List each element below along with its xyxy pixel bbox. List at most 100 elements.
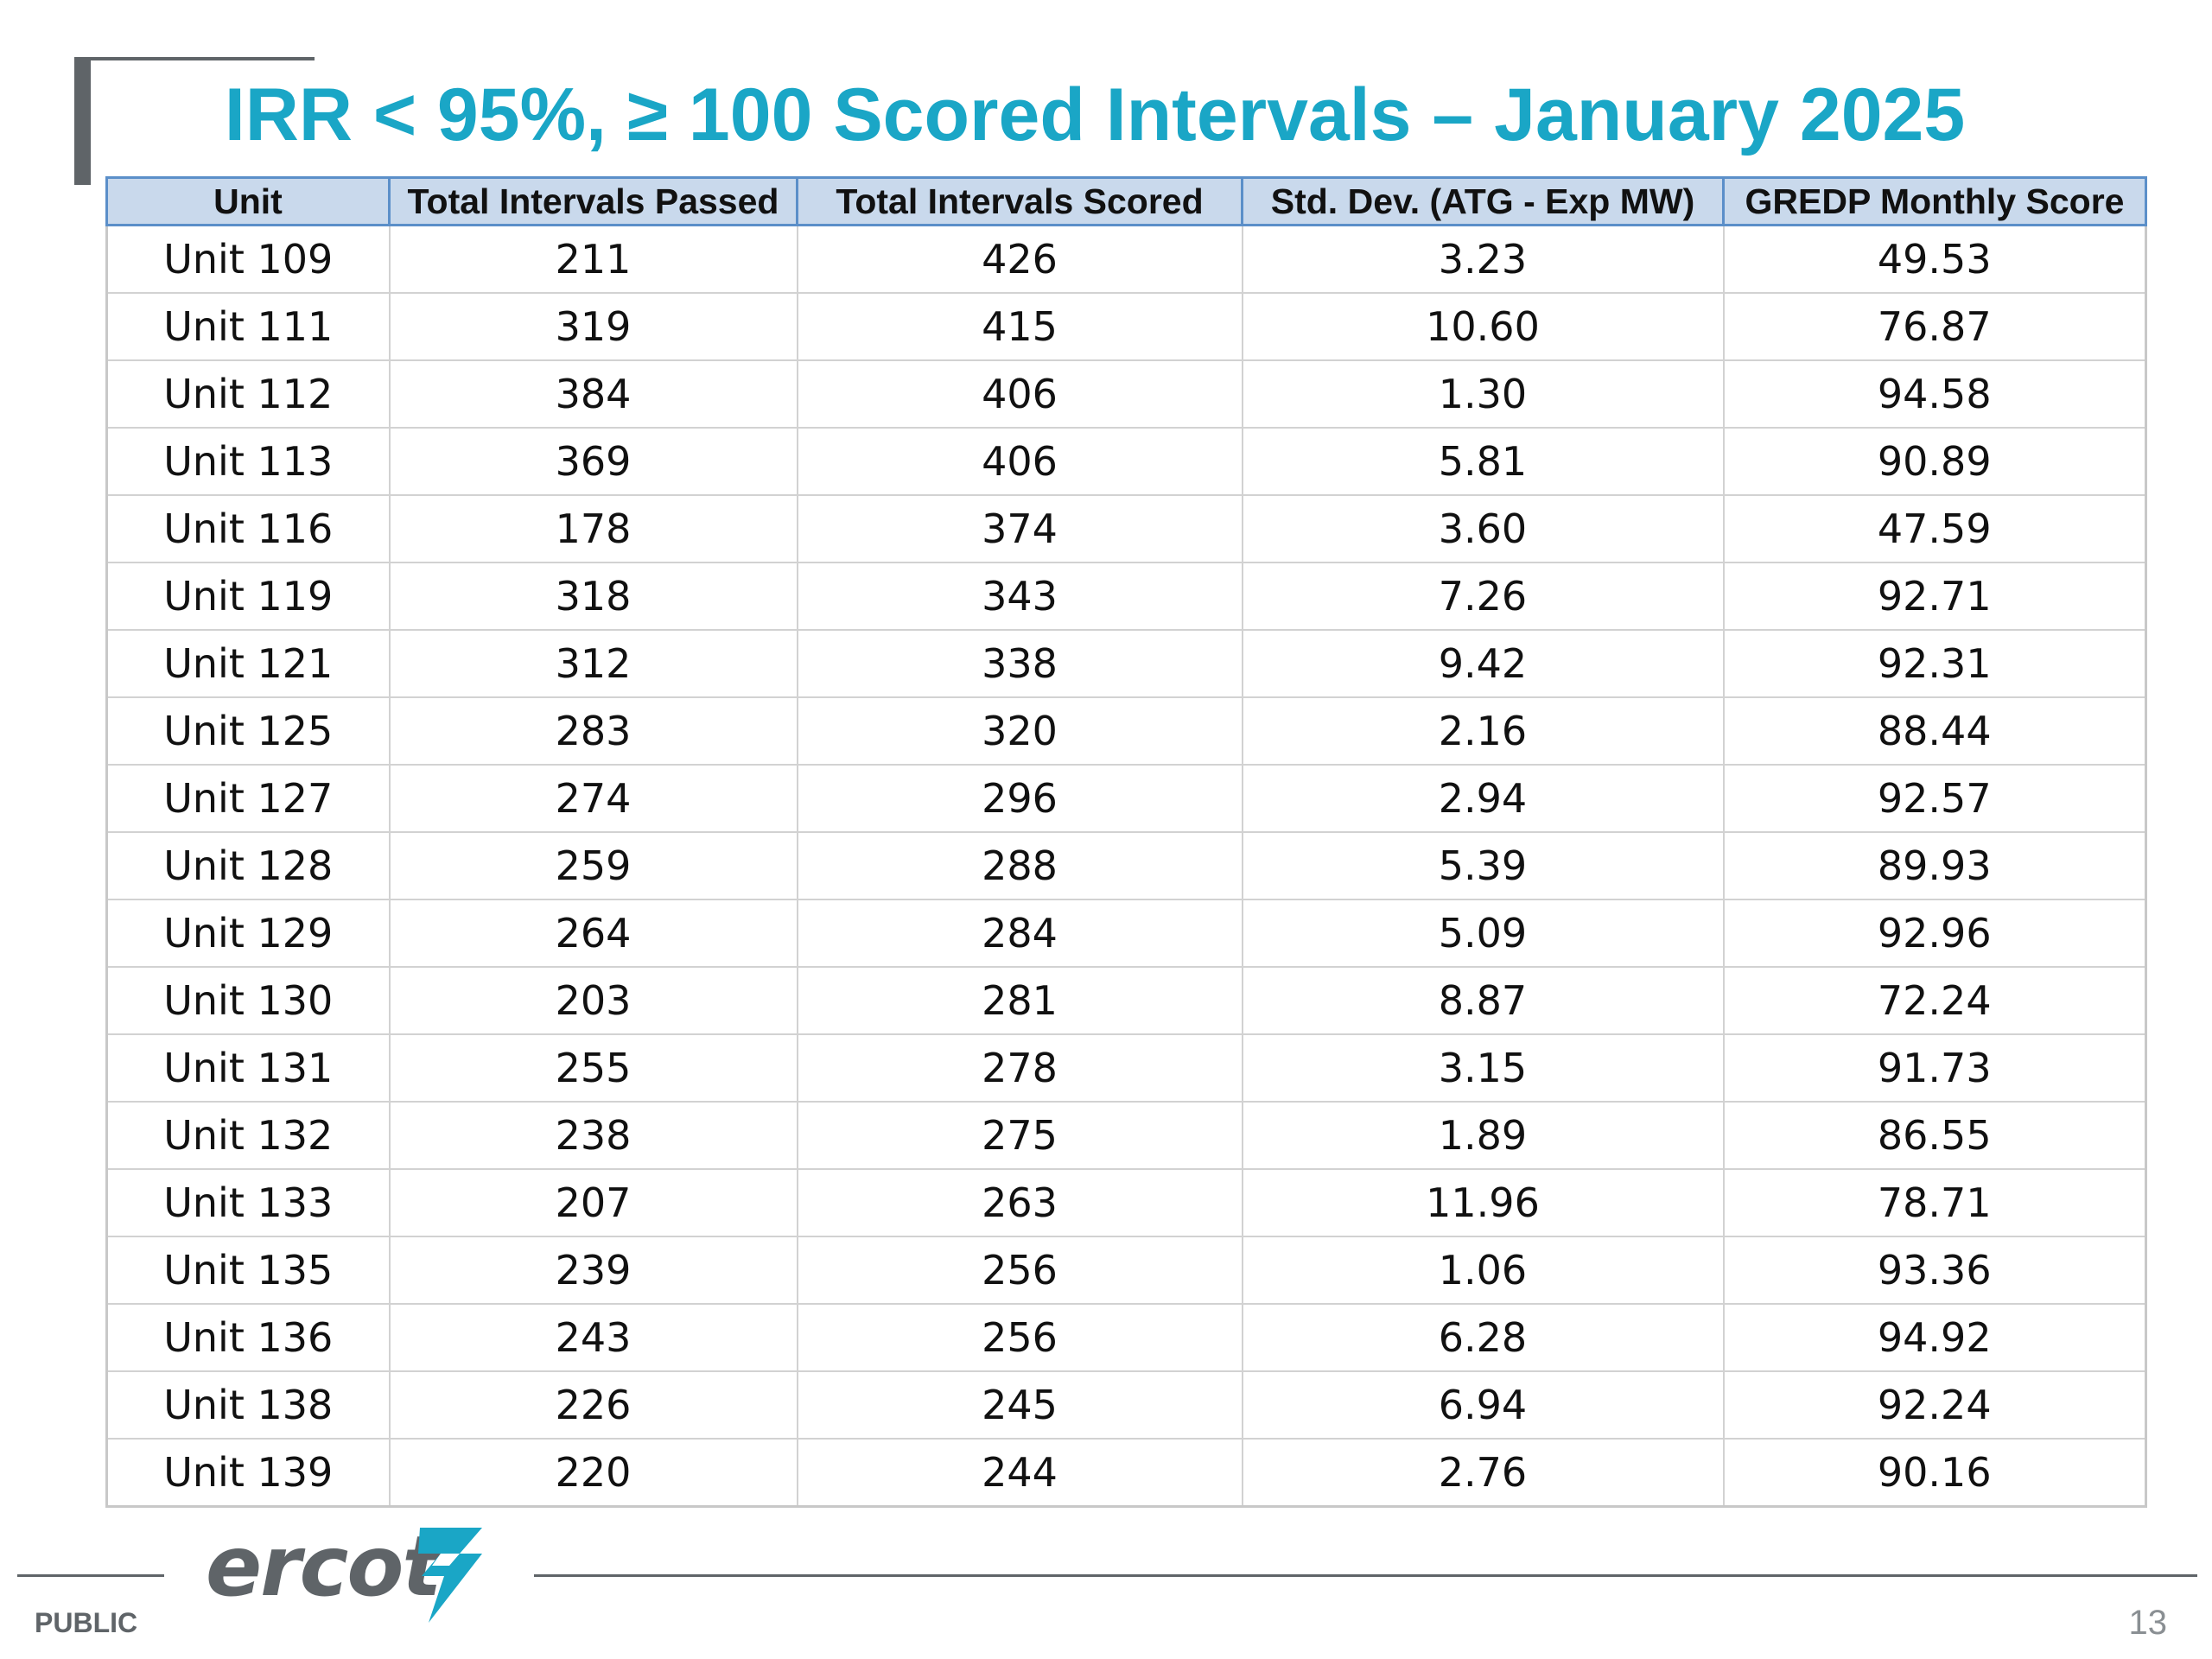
cell-std-dev: 5.39 bbox=[1241, 831, 1725, 900]
cell-total-intervals-scored: 275 bbox=[796, 1101, 1243, 1170]
cell-unit: Unit 131 bbox=[105, 1033, 391, 1103]
cell-std-dev: 5.09 bbox=[1241, 899, 1725, 968]
cell-gredp-monthly-score: 89.93 bbox=[1722, 831, 2147, 900]
cell-total-intervals-scored: 284 bbox=[796, 899, 1243, 968]
table-row: Unit 139 220 244 2.76 90.16 bbox=[105, 1438, 2147, 1508]
cell-unit: Unit 127 bbox=[105, 764, 391, 833]
cell-std-dev: 3.23 bbox=[1241, 224, 1725, 294]
table-row: Unit 112 384 406 1.30 94.58 bbox=[105, 359, 2147, 429]
cell-unit: Unit 109 bbox=[105, 224, 391, 294]
cell-std-dev: 2.76 bbox=[1241, 1438, 1725, 1508]
cell-unit: Unit 121 bbox=[105, 629, 391, 698]
page-number: 13 bbox=[2128, 1604, 2168, 1642]
cell-total-intervals-scored: 278 bbox=[796, 1033, 1243, 1103]
cell-total-intervals-passed: 226 bbox=[388, 1370, 798, 1440]
table-header-row: Unit Total Intervals Passed Total Interv… bbox=[105, 176, 2147, 226]
table-row: Unit 135 239 256 1.06 93.36 bbox=[105, 1236, 2147, 1305]
cell-unit: Unit 132 bbox=[105, 1101, 391, 1170]
cell-total-intervals-scored: 288 bbox=[796, 831, 1243, 900]
cell-unit: Unit 119 bbox=[105, 562, 391, 631]
ercot-logo: ercot bbox=[206, 1519, 491, 1631]
table-row: Unit 130 203 281 8.87 72.24 bbox=[105, 966, 2147, 1035]
footer-divider-left bbox=[17, 1574, 164, 1577]
cell-std-dev: 8.87 bbox=[1241, 966, 1725, 1035]
cell-std-dev: 6.28 bbox=[1241, 1303, 1725, 1372]
title-accent-bar-left bbox=[74, 57, 91, 185]
cell-total-intervals-scored: 374 bbox=[796, 494, 1243, 563]
cell-unit: Unit 112 bbox=[105, 359, 391, 429]
cell-total-intervals-scored: 415 bbox=[796, 292, 1243, 361]
cell-unit: Unit 133 bbox=[105, 1168, 391, 1237]
table-row: Unit 109 211 426 3.23 49.53 bbox=[105, 224, 2147, 294]
cell-gredp-monthly-score: 92.57 bbox=[1722, 764, 2147, 833]
table-row: Unit 132 238 275 1.89 86.55 bbox=[105, 1101, 2147, 1170]
footer-divider-right bbox=[534, 1574, 2197, 1577]
table-row: Unit 121 312 338 9.42 92.31 bbox=[105, 629, 2147, 698]
table-row: Unit 128 259 288 5.39 89.93 bbox=[105, 831, 2147, 900]
classification-label: PUBLIC bbox=[35, 1607, 138, 1638]
cell-total-intervals-scored: 426 bbox=[796, 224, 1243, 294]
cell-total-intervals-scored: 296 bbox=[796, 764, 1243, 833]
cell-std-dev: 2.94 bbox=[1241, 764, 1725, 833]
cell-total-intervals-passed: 264 bbox=[388, 899, 798, 968]
cell-total-intervals-passed: 384 bbox=[388, 359, 798, 429]
cell-std-dev: 3.15 bbox=[1241, 1033, 1725, 1103]
cell-gredp-monthly-score: 78.71 bbox=[1722, 1168, 2147, 1237]
table-row: Unit 127 274 296 2.94 92.57 bbox=[105, 764, 2147, 833]
table-row: Unit 116 178 374 3.60 47.59 bbox=[105, 494, 2147, 563]
cell-total-intervals-scored: 338 bbox=[796, 629, 1243, 698]
cell-total-intervals-passed: 239 bbox=[388, 1236, 798, 1305]
table-row: Unit 133 207 263 11.96 78.71 bbox=[105, 1168, 2147, 1237]
table-row: Unit 119 318 343 7.26 92.71 bbox=[105, 562, 2147, 631]
cell-gredp-monthly-score: 47.59 bbox=[1722, 494, 2147, 563]
cell-std-dev: 9.42 bbox=[1241, 629, 1725, 698]
table-row: Unit 111 319 415 10.60 76.87 bbox=[105, 292, 2147, 361]
cell-std-dev: 11.96 bbox=[1241, 1168, 1725, 1237]
cell-unit: Unit 125 bbox=[105, 696, 391, 766]
cell-std-dev: 1.30 bbox=[1241, 359, 1725, 429]
ercot-logo-text: ercot bbox=[206, 1518, 442, 1615]
cell-gredp-monthly-score: 76.87 bbox=[1722, 292, 2147, 361]
cell-gredp-monthly-score: 93.36 bbox=[1722, 1236, 2147, 1305]
cell-gredp-monthly-score: 92.24 bbox=[1722, 1370, 2147, 1440]
table-row: Unit 129 264 284 5.09 92.96 bbox=[105, 899, 2147, 968]
cell-total-intervals-passed: 318 bbox=[388, 562, 798, 631]
cell-gredp-monthly-score: 92.96 bbox=[1722, 899, 2147, 968]
column-header-gredp-monthly-score: GREDP Monthly Score bbox=[1722, 176, 2147, 226]
table-row: Unit 113 369 406 5.81 90.89 bbox=[105, 427, 2147, 496]
table-row: Unit 138 226 245 6.94 92.24 bbox=[105, 1370, 2147, 1440]
cell-gredp-monthly-score: 94.92 bbox=[1722, 1303, 2147, 1372]
cell-total-intervals-passed: 319 bbox=[388, 292, 798, 361]
cell-unit: Unit 128 bbox=[105, 831, 391, 900]
cell-gredp-monthly-score: 90.89 bbox=[1722, 427, 2147, 496]
cell-total-intervals-passed: 178 bbox=[388, 494, 798, 563]
cell-unit: Unit 135 bbox=[105, 1236, 391, 1305]
cell-total-intervals-scored: 320 bbox=[796, 696, 1243, 766]
column-header-std-dev: Std. Dev. (ATG - Exp MW) bbox=[1241, 176, 1725, 226]
cell-total-intervals-passed: 203 bbox=[388, 966, 798, 1035]
cell-gredp-monthly-score: 86.55 bbox=[1722, 1101, 2147, 1170]
cell-std-dev: 10.60 bbox=[1241, 292, 1725, 361]
cell-total-intervals-passed: 238 bbox=[388, 1101, 798, 1170]
cell-total-intervals-passed: 312 bbox=[388, 629, 798, 698]
table-row: Unit 125 283 320 2.16 88.44 bbox=[105, 696, 2147, 766]
cell-std-dev: 6.94 bbox=[1241, 1370, 1725, 1440]
cell-total-intervals-passed: 207 bbox=[388, 1168, 798, 1237]
cell-unit: Unit 136 bbox=[105, 1303, 391, 1372]
cell-gredp-monthly-score: 90.16 bbox=[1722, 1438, 2147, 1508]
cell-total-intervals-scored: 281 bbox=[796, 966, 1243, 1035]
cell-total-intervals-scored: 343 bbox=[796, 562, 1243, 631]
cell-std-dev: 3.60 bbox=[1241, 494, 1725, 563]
cell-total-intervals-scored: 406 bbox=[796, 359, 1243, 429]
cell-std-dev: 1.06 bbox=[1241, 1236, 1725, 1305]
column-header-total-intervals-scored: Total Intervals Scored bbox=[796, 176, 1243, 226]
cell-gredp-monthly-score: 91.73 bbox=[1722, 1033, 2147, 1103]
cell-total-intervals-passed: 259 bbox=[388, 831, 798, 900]
cell-unit: Unit 139 bbox=[105, 1438, 391, 1508]
cell-gredp-monthly-score: 92.71 bbox=[1722, 562, 2147, 631]
table-body: Unit 109 211 426 3.23 49.53 Unit 111 319 415 10.… bbox=[105, 224, 2147, 1508]
table-row: Unit 136 243 256 6.28 94.92 bbox=[105, 1303, 2147, 1372]
title-accent-bar-top bbox=[74, 57, 315, 60]
cell-total-intervals-scored: 256 bbox=[796, 1303, 1243, 1372]
cell-gredp-monthly-score: 72.24 bbox=[1722, 966, 2147, 1035]
